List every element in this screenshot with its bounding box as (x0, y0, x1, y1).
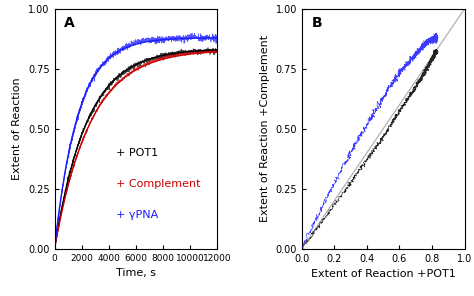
Text: + γPNA: + γPNA (116, 210, 159, 220)
Y-axis label: Extent of Reaction: Extent of Reaction (12, 78, 22, 180)
X-axis label: Time, s: Time, s (116, 268, 156, 278)
Text: A: A (64, 16, 75, 30)
Y-axis label: Extent of Reaction +Complement: Extent of Reaction +Complement (260, 35, 270, 222)
X-axis label: Extent of Reaction +POT1: Extent of Reaction +POT1 (311, 269, 456, 279)
Text: B: B (311, 16, 322, 30)
Text: + POT1: + POT1 (116, 148, 158, 158)
Text: + Complement: + Complement (116, 179, 201, 189)
